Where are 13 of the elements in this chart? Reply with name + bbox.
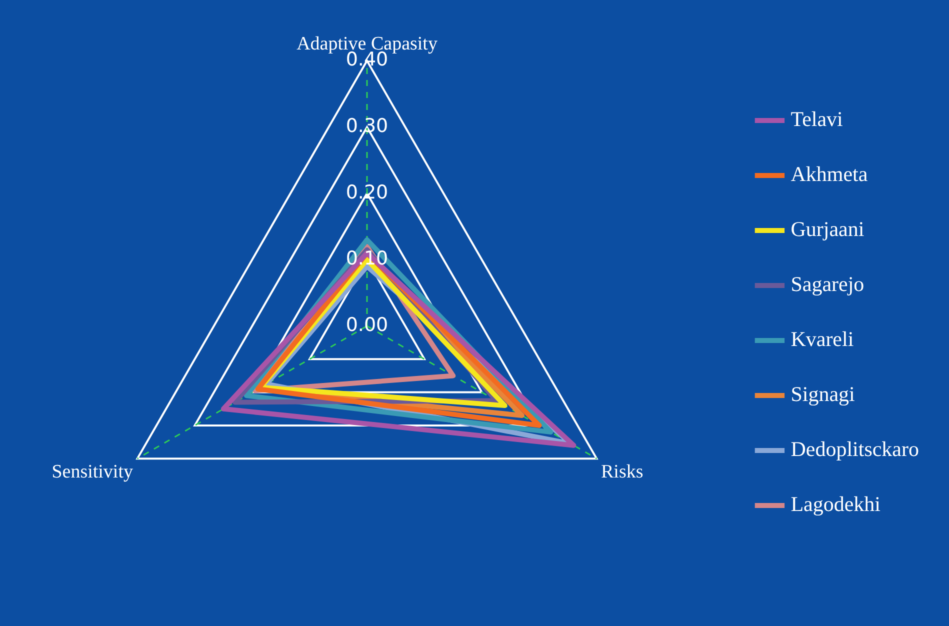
- legend-label: Signagi: [790, 382, 856, 406]
- spoke-label: Risks: [601, 461, 644, 482]
- y-tick-label: 0.30: [346, 115, 388, 138]
- legend-label: Dedoplitsckaro: [790, 437, 919, 462]
- y-tick-label: 0.00: [346, 314, 388, 336]
- legend-label: Lagodekhi: [790, 492, 881, 516]
- legend-label: Akhmeta: [790, 162, 868, 186]
- legend-label: Sagarejo: [790, 272, 864, 296]
- legend-label: Gurjaani: [790, 217, 864, 242]
- spoke-label: Sensitivity: [52, 461, 134, 482]
- legend-label: Kvareli: [790, 327, 854, 352]
- legend-label: Telavi: [790, 107, 844, 132]
- y-tick-label: 0.20: [346, 181, 388, 204]
